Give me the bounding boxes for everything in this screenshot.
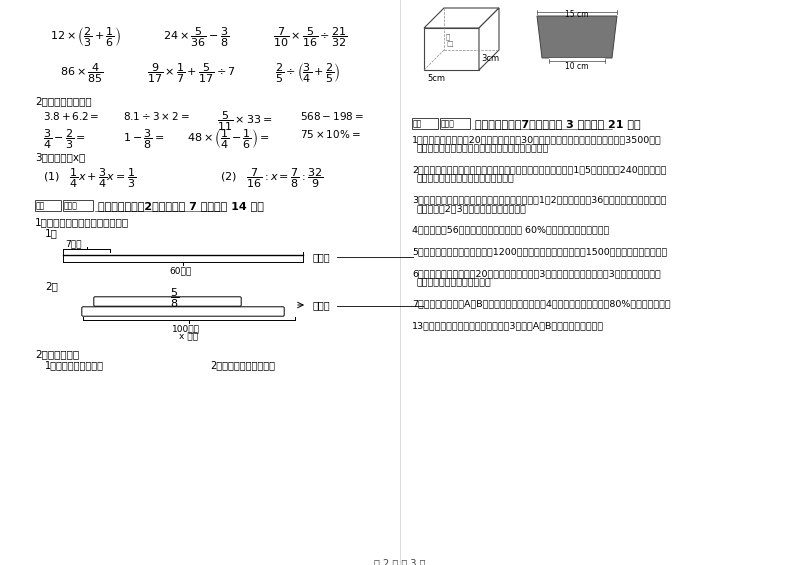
Text: 队做，需要多少天才能完成？: 队做，需要多少天才能完成？ (417, 278, 492, 287)
Text: $\dfrac{5}{11}\times33=$: $\dfrac{5}{11}\times33=$ (217, 110, 273, 133)
Text: 2．看图计算。: 2．看图计算。 (35, 349, 79, 359)
Text: $3.8+6.2=$: $3.8+6.2=$ (43, 110, 99, 122)
Text: 7．甲乙两车分别从A、B两城同时相对开出，经过4小时，甲车行了全程皀80%，乙车超过中点: 7．甲乙两车分别从A、B两城同时相对开出，经过4小时，甲车行了全程皀80%，乙车… (412, 299, 670, 308)
Text: 得分: 得分 (413, 120, 422, 128)
Text: 列式：: 列式： (313, 300, 330, 310)
Text: $\left(2\right)\quad\dfrac{7}{16}:x=\dfrac{7}{8}:\dfrac{32}{9}$: $\left(2\right)\quad\dfrac{7}{16}:x=\dfr… (220, 167, 323, 190)
Text: $1-\dfrac{3}{8}=$: $1-\dfrac{3}{8}=$ (123, 128, 165, 151)
Text: 五、综合题（共2小题，每题 7 分，共计 14 分）: 五、综合题（共2小题，每题 7 分，共计 14 分） (98, 201, 264, 211)
Text: 的个数比是2：3，这批零件共有多少个？: 的个数比是2：3，这批零件共有多少个？ (417, 204, 527, 213)
Text: 3．张师傅加工一批零件，已加工和未加工个数比1：2，如果再加工36个，这时已加工与未加工: 3．张师傅加工一批零件，已加工和未加工个数比1：2，如果再加工36个，这时已加工… (412, 195, 666, 204)
Text: 5cm: 5cm (427, 74, 445, 83)
Text: 5．某工厂职工原来平均月工资1200元，现在平均月工资增加到1500元，增长了百分之几？: 5．某工厂职工原来平均月工资1200元，现在平均月工资增加到1500元，增长了百… (412, 247, 667, 256)
Text: $\dfrac{7}{10}\times\dfrac{5}{16}\div\dfrac{21}{32}$: $\dfrac{7}{10}\times\dfrac{5}{16}\div\df… (273, 26, 347, 50)
Text: 4．一套衣服56元，裤子的价錢是上衣的 60%，上衣和裤子各多少元？: 4．一套衣服56元，裤子的价錢是上衣的 60%，上衣和裤子各多少元？ (412, 225, 610, 234)
Text: 合: 合 (446, 33, 450, 40)
Text: 2．求阴影部分的面积。: 2．求阴影部分的面积。 (210, 360, 275, 370)
Text: 1．: 1． (45, 228, 58, 238)
Text: $86\times\dfrac{4}{85}$: $86\times\dfrac{4}{85}$ (60, 62, 104, 85)
Text: 评卷人: 评卷人 (441, 120, 455, 128)
FancyBboxPatch shape (35, 200, 61, 211)
Polygon shape (549, 58, 605, 86)
Text: 六、应用题（共7小题，每题 3 分，共计 21 分）: 六、应用题（共7小题，每题 3 分，共计 21 分） (475, 119, 641, 129)
FancyBboxPatch shape (440, 118, 470, 129)
FancyBboxPatch shape (412, 118, 438, 129)
Text: $12\times\left(\dfrac{2}{3}+\dfrac{1}{6}\right)$: $12\times\left(\dfrac{2}{3}+\dfrac{1}{6}… (50, 26, 121, 50)
Text: $8.1\div3\times2=$: $8.1\div3\times2=$ (123, 110, 190, 122)
Text: $\dfrac{9}{17}\times\dfrac{1}{7}+\dfrac{5}{17}\div7$: $\dfrac{9}{17}\times\dfrac{1}{7}+\dfrac{… (147, 62, 236, 85)
Text: □: □ (446, 41, 453, 47)
Text: 评卷人: 评卷人 (64, 202, 78, 211)
Text: 这批校服的一半，这批校服共多少套？: 这批校服的一半，这批校服共多少套？ (417, 174, 514, 183)
Text: 如果按完成工程量分配工资，甲、乙各分得多少元？: 如果按完成工程量分配工资，甲、乙各分得多少元？ (417, 144, 550, 153)
Text: $568-198=$: $568-198=$ (300, 110, 364, 122)
Text: 得分: 得分 (36, 202, 46, 211)
Text: 1．求表面积和体积。: 1．求表面积和体积。 (45, 360, 104, 370)
FancyBboxPatch shape (63, 200, 93, 211)
Text: 7千克: 7千克 (65, 239, 82, 248)
Polygon shape (537, 16, 617, 58)
Text: 3．求未知数x。: 3．求未知数x。 (35, 152, 86, 162)
Bar (424, 28, 479, 70)
Text: 2．服装厂要生产一批校服，第一周完成的套数与总套数的比是1：5，如再生产240套，就完成: 2．服装厂要生产一批校服，第一周完成的套数与总套数的比是1：5，如再生产240套… (412, 165, 666, 174)
Text: 6．一项工程，甲单独做20天完成，乙单独做田3天完成，甲、乙两队合修3天后，余下的由乙: 6．一项工程，甲单独做20天完成，乙单独做田3天完成，甲、乙两队合修3天后，余下… (412, 269, 661, 278)
FancyBboxPatch shape (94, 297, 242, 306)
Text: $\left(1\right)\quad\dfrac{1}{4}x+\dfrac{3}{4}x=\dfrac{1}{3}$: $\left(1\right)\quad\dfrac{1}{4}x+\dfrac… (43, 167, 136, 190)
Text: 10 cm: 10 cm (566, 62, 589, 71)
Text: 15 cm: 15 cm (566, 10, 589, 19)
Text: $\dfrac{2}{5}\div\left(\dfrac{3}{4}+\dfrac{2}{5}\right)$: $\dfrac{2}{5}\div\left(\dfrac{3}{4}+\dfr… (275, 62, 340, 85)
Polygon shape (479, 8, 499, 70)
Text: x 千米: x 千米 (179, 332, 198, 341)
Text: 1．看图列算式成方程，不计算。: 1．看图列算式成方程，不计算。 (35, 217, 129, 227)
Text: $\dfrac{3}{4}-\dfrac{2}{3}=$: $\dfrac{3}{4}-\dfrac{2}{3}=$ (43, 128, 86, 151)
Text: 第 2 页 共 3 页: 第 2 页 共 3 页 (374, 558, 426, 565)
Text: 60千克: 60千克 (169, 266, 191, 275)
Text: 100千米: 100千米 (172, 324, 200, 333)
Text: $24\times\dfrac{5}{36}-\dfrac{3}{8}$: $24\times\dfrac{5}{36}-\dfrac{3}{8}$ (163, 26, 229, 50)
Text: 1．一项工程，甲独做20天完成，乙独做30天完成，现在两人合作，完成后共得3500元，: 1．一项工程，甲独做20天完成，乙独做30天完成，现在两人合作，完成后共得350… (412, 135, 662, 144)
Text: 2．直接写出得数。: 2．直接写出得数。 (35, 96, 92, 106)
Text: 列式：: 列式： (313, 252, 330, 262)
Text: $\dfrac{5}{8}$: $\dfrac{5}{8}$ (170, 287, 179, 311)
Text: 13千米，已知甲车比乙车每小时多行3千米，A、B两城相距多少千米？: 13千米，已知甲车比乙车每小时多行3千米，A、B两城相距多少千米？ (412, 321, 604, 330)
Text: $48\times\left(\dfrac{1}{4}-\dfrac{1}{6}\right)=$: $48\times\left(\dfrac{1}{4}-\dfrac{1}{6}… (187, 128, 270, 151)
Text: 3cm: 3cm (481, 54, 499, 63)
Text: 2．: 2． (45, 281, 58, 291)
Polygon shape (424, 8, 499, 28)
FancyBboxPatch shape (82, 307, 284, 316)
Text: $75\times10\%=$: $75\times10\%=$ (300, 128, 361, 140)
